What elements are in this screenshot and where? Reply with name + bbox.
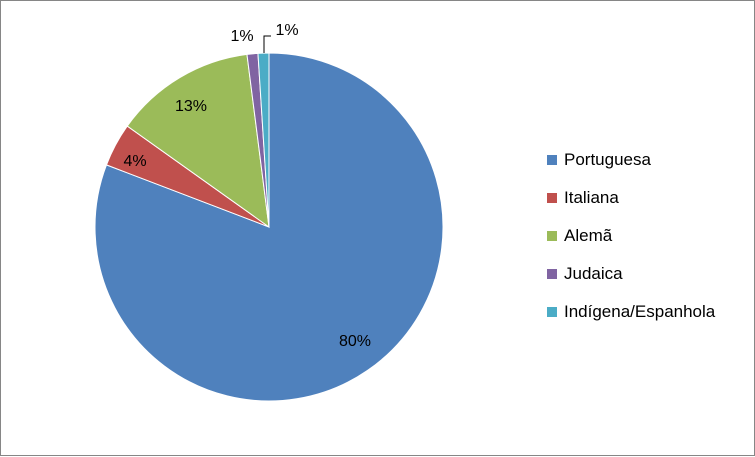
legend-swatch-judaica (547, 269, 557, 279)
legend-item-alema: Alemã (547, 217, 715, 255)
legend-item-judaica: Judaica (547, 255, 715, 293)
legend-item-italiana: Italiana (547, 179, 715, 217)
pie-slice-alema (126, 53, 270, 229)
legend-item-portuguesa: Portuguesa (547, 141, 715, 179)
legend: Portuguesa Italiana Alemã Judaica Indíge… (547, 141, 715, 331)
legend-label-italiana: Italiana (564, 188, 619, 207)
legend-swatch-italiana (547, 193, 557, 203)
legend-label-indigena-espanhola: Indígena/Espanhola (564, 302, 716, 321)
pie-slice-indigena-espanhola (257, 52, 270, 228)
data-label-alema: 13% (175, 98, 207, 115)
data-label-portuguesa: 80% (339, 333, 371, 350)
data-label-italiana: 4% (123, 153, 146, 170)
data-label-indigena-espanhola: 1% (275, 22, 298, 39)
legend-label-judaica: Judaica (564, 264, 623, 283)
legend-label-alema: Alemã (564, 226, 613, 245)
legend-label-portuguesa: Portuguesa (564, 150, 651, 169)
data-label-judaica: 1% (230, 28, 253, 45)
legend-swatch-portuguesa (547, 155, 557, 165)
leader-line-indigena-espanhola (263, 35, 271, 53)
legend-swatch-indigena-espanhola (547, 307, 557, 317)
legend-item-indigena-espanhola: Indígena/Espanhola (547, 293, 715, 331)
legend-swatch-alema (547, 231, 557, 241)
